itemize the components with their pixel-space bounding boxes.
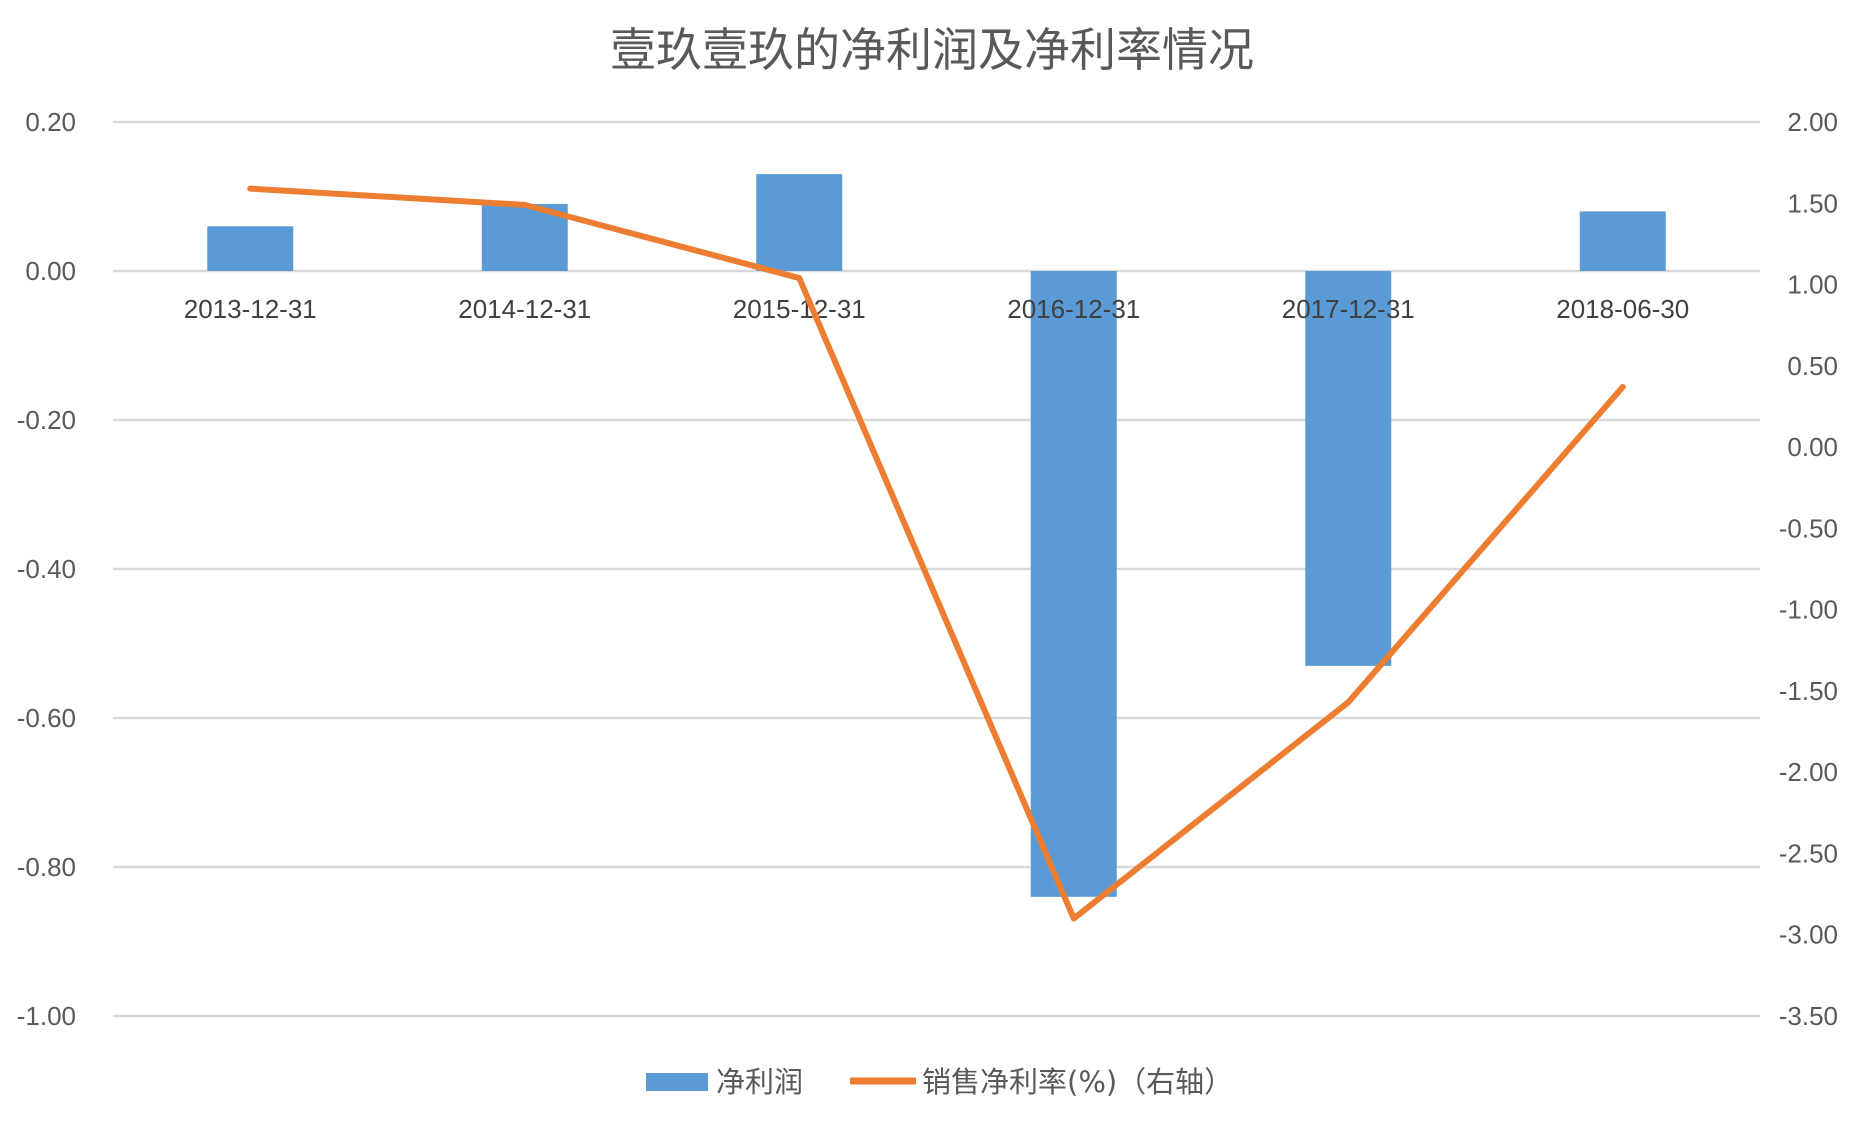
net-margin-line [247,185,1626,922]
bar-2017-12-31 [1305,271,1392,666]
left-tick-label: -0.60 [17,703,76,733]
left-axis: 0.20 0.00 -0.20 -0.40 -0.60 -0.80 -1.00 [17,107,76,1031]
left-tick-label: 0.20 [25,107,76,137]
category-label: 2016-12-31 [1007,294,1140,324]
right-tick-label: -2.00 [1779,757,1838,787]
category-label: 2013-12-31 [184,294,317,324]
legend-bar-swatch [646,1073,708,1091]
bar-2013-12-31 [207,226,294,271]
right-tick-label: 1.50 [1787,188,1838,218]
right-tick-label: -1.50 [1779,676,1838,706]
category-label: 2014-12-31 [458,294,591,324]
left-tick-label: -1.00 [17,1001,76,1031]
left-tick-label: -0.20 [17,405,76,435]
right-tick-label: 1.00 [1787,270,1838,300]
category-label: 2017-12-31 [1282,294,1415,324]
chart-title: 壹玖壹玖的净利润及净利率情况 [610,23,1254,77]
right-tick-label: -0.50 [1779,513,1838,543]
left-tick-label: -0.40 [17,554,76,584]
bar-2018-06-30 [1579,211,1666,271]
right-tick-label: -1.00 [1779,595,1838,625]
right-tick-label: -2.50 [1779,838,1838,868]
right-tick-label: -3.00 [1779,920,1838,950]
line-series [247,185,1626,922]
gridlines [113,120,1760,1018]
left-tick-label: -0.80 [17,852,76,882]
category-label: 2015-12-31 [733,294,866,324]
legend-line-label: 销售净利率(%)（右轴） [922,1065,1233,1099]
right-tick-label: 2.00 [1787,107,1838,137]
category-label: 2018-06-30 [1556,294,1689,324]
category-labels: 2013-12-31 2014-12-31 2015-12-31 2016-12-31… [184,294,1690,324]
right-tick-label: 0.00 [1787,432,1838,462]
bar-series [207,174,1666,897]
bar-2016-12-31 [1030,271,1117,897]
right-tick-label: 0.50 [1787,351,1838,381]
bar-2015-12-31 [756,174,843,271]
legend-bar-label: 净利润 [716,1065,803,1099]
right-axis: 2.00 1.50 1.00 0.50 0.00 -0.50 -1.00 -1.50 -2.00… [1779,107,1838,1031]
left-tick-label: 0.00 [25,256,76,286]
right-tick-label: -3.50 [1779,1001,1838,1031]
legend: 净利润 销售净利率(%)（右轴） [646,1065,1233,1099]
